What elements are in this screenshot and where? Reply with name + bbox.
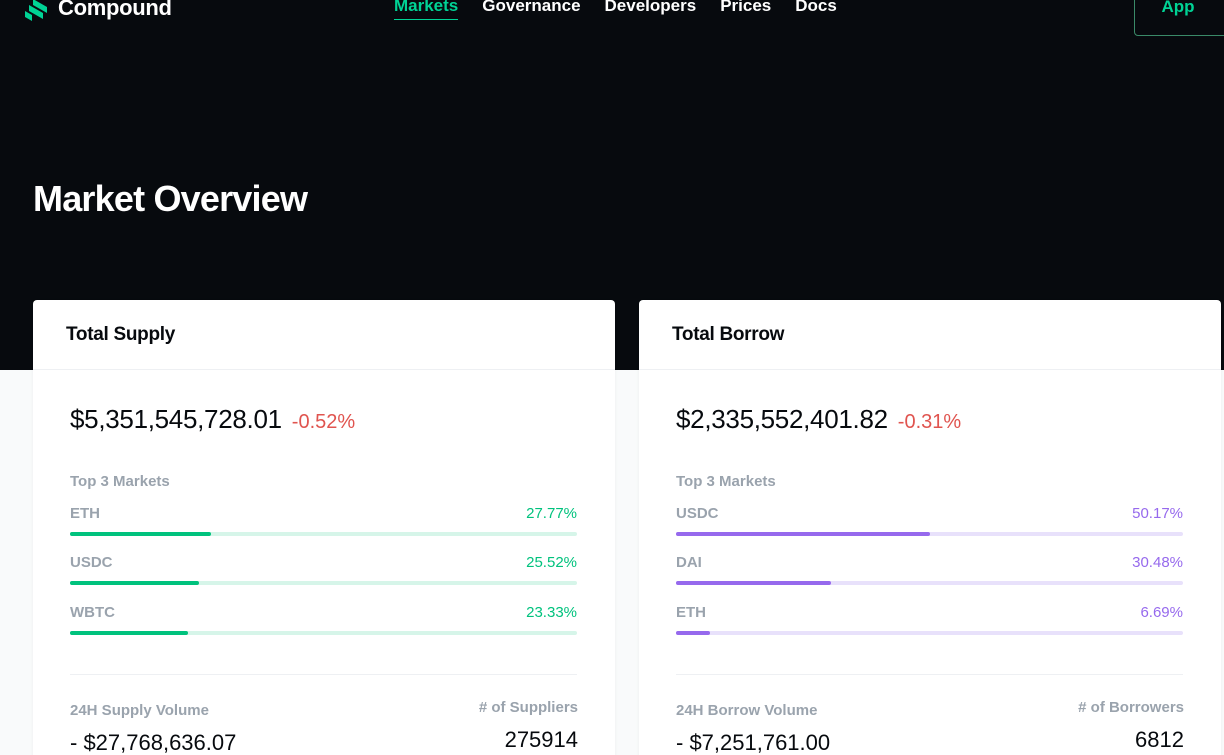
market-name: USDC (676, 505, 719, 522)
market-name: ETH (70, 505, 100, 522)
market-item[interactable]: ETH 27.77% (70, 505, 577, 536)
market-bar-fill (70, 581, 200, 585)
brand-name: Compound (58, 0, 172, 20)
market-bar-fill (676, 631, 710, 635)
app-button-label: App (1161, 0, 1195, 16)
count-value: 6812 (1135, 727, 1184, 752)
total-supply-card: Total Supply $5,351,545,728.01 -0.52% To… (33, 300, 615, 755)
market-bar-fill (676, 581, 831, 585)
market-bar (70, 581, 577, 585)
market-item[interactable]: WBTC 23.33% (70, 604, 577, 635)
nav-developers[interactable]: Developers (604, 0, 697, 15)
card-title: Total Supply (33, 300, 615, 370)
nav-prices[interactable]: Prices (720, 0, 772, 15)
main-nav: Markets Governance Developers Prices Doc… (394, 0, 837, 20)
market-bar-fill (70, 631, 189, 635)
market-percent: 50.17% (1132, 505, 1183, 522)
card-title: Total Borrow (639, 300, 1221, 370)
count-value: 275914 (504, 727, 578, 752)
market-item[interactable]: DAI 30.48% (676, 554, 1183, 585)
nav-docs[interactable]: Docs (795, 0, 837, 15)
total-supply-row: $5,351,545,728.01 -0.52% (70, 404, 355, 435)
nav-markets[interactable]: Markets (394, 0, 459, 20)
volume-label: 24H Borrow Volume (676, 702, 818, 719)
compound-logo[interactable]: Compound (22, 0, 172, 22)
market-percent: 27.77% (526, 505, 577, 522)
volume-label: 24H Supply Volume (70, 702, 209, 719)
total-borrow-card: Total Borrow $2,335,552,401.82 -0.31% To… (639, 300, 1221, 755)
volume-value: - $27,768,636.07 (70, 730, 237, 755)
page-title: Market Overview (33, 178, 308, 219)
market-name: DAI (676, 554, 702, 571)
market-bar (676, 631, 1183, 635)
nav-governance[interactable]: Governance (482, 0, 581, 15)
market-bar (70, 631, 577, 635)
market-bar (676, 581, 1183, 585)
divider (676, 674, 1183, 675)
count-label: # of Suppliers (478, 699, 578, 716)
market-bar-fill (676, 532, 931, 536)
total-borrow-row: $2,335,552,401.82 -0.31% (676, 404, 961, 435)
total-borrow-value: $2,335,552,401.82 (676, 404, 888, 434)
count-label: # of Borrowers (1078, 699, 1184, 716)
market-item[interactable]: USDC 50.17% (676, 505, 1183, 536)
volume-value: - $7,251,761.00 (676, 730, 831, 755)
market-percent: 23.33% (526, 604, 577, 621)
market-item[interactable]: ETH 6.69% (676, 604, 1183, 635)
app-button[interactable]: App (1134, 0, 1224, 36)
market-bar (70, 532, 577, 536)
market-bar (676, 532, 1183, 536)
total-borrow-change: -0.31% (897, 411, 962, 433)
market-percent: 6.69% (1140, 604, 1183, 621)
top-markets-label: Top 3 Markets (70, 473, 170, 490)
total-supply-value: $5,351,545,728.01 (70, 404, 282, 434)
top-markets-label: Top 3 Markets (676, 473, 776, 490)
market-bar-fill (70, 532, 211, 536)
market-percent: 25.52% (526, 554, 577, 571)
compound-logo-icon (25, 0, 47, 21)
market-item[interactable]: USDC 25.52% (70, 554, 577, 585)
divider (70, 674, 577, 675)
market-name: WBTC (70, 604, 115, 621)
market-percent: 30.48% (1132, 554, 1183, 571)
market-name: USDC (70, 554, 113, 571)
market-name: ETH (676, 604, 706, 621)
total-supply-change: -0.52% (291, 411, 356, 433)
